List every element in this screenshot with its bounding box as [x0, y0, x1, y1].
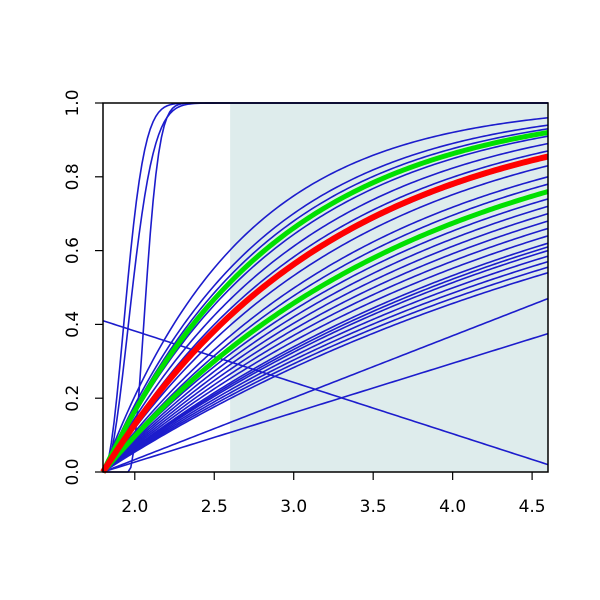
x-tick-label: 4.5 — [519, 497, 546, 517]
sample-curve — [102, 332, 549, 473]
sample-curve — [102, 271, 549, 473]
x-tick-label: 2.5 — [201, 497, 228, 517]
sample-curve — [102, 260, 549, 473]
sample-curve — [102, 205, 549, 473]
sample-curve — [102, 164, 549, 473]
y-tick-label: 0.4 — [63, 311, 83, 338]
sample-curve — [102, 142, 549, 473]
x-axis: 2.0 2.5 3.0 3.5 4.0 4.5 — [121, 472, 546, 517]
sample-curve — [102, 212, 549, 473]
sample-curve — [102, 220, 549, 473]
sample-curve — [102, 235, 549, 473]
x-tick-label: 2.0 — [121, 497, 148, 517]
sample-curve — [102, 116, 549, 473]
sample-curve — [102, 246, 549, 473]
y-tick-label: 1.0 — [63, 89, 83, 116]
sample-curve — [102, 176, 549, 473]
sample-curve — [102, 198, 549, 473]
sample-curve — [102, 255, 549, 473]
y-tick-label: 0.6 — [63, 237, 83, 264]
sample-curve — [102, 183, 549, 473]
plot-frame — [102, 102, 549, 473]
sample-curve — [102, 227, 549, 473]
x-tick-label: 4.0 — [439, 497, 466, 517]
sample-curve — [102, 249, 549, 473]
x-tick-label: 3.0 — [280, 497, 307, 517]
sample-curve — [102, 266, 549, 473]
x-tick-label: 3.5 — [360, 497, 387, 517]
bound-curve — [100, 130, 549, 474]
plot-area — [100, 102, 549, 474]
y-tick-label: 0.2 — [63, 385, 83, 412]
sample-curve — [102, 150, 549, 473]
y-tick-label: 0.8 — [63, 163, 83, 190]
y-axis: 0.0 0.2 0.4 0.6 0.8 1.0 — [63, 89, 103, 486]
sample-curve — [102, 242, 549, 473]
bound-curve — [101, 189, 549, 474]
sample-curve — [102, 128, 549, 473]
sample-curve — [102, 297, 549, 473]
mean-curve — [100, 153, 549, 474]
sample-curve — [102, 124, 549, 473]
y-tick-label: 0.0 — [63, 458, 83, 485]
sample-curve — [102, 135, 549, 473]
curves — [100, 102, 549, 474]
